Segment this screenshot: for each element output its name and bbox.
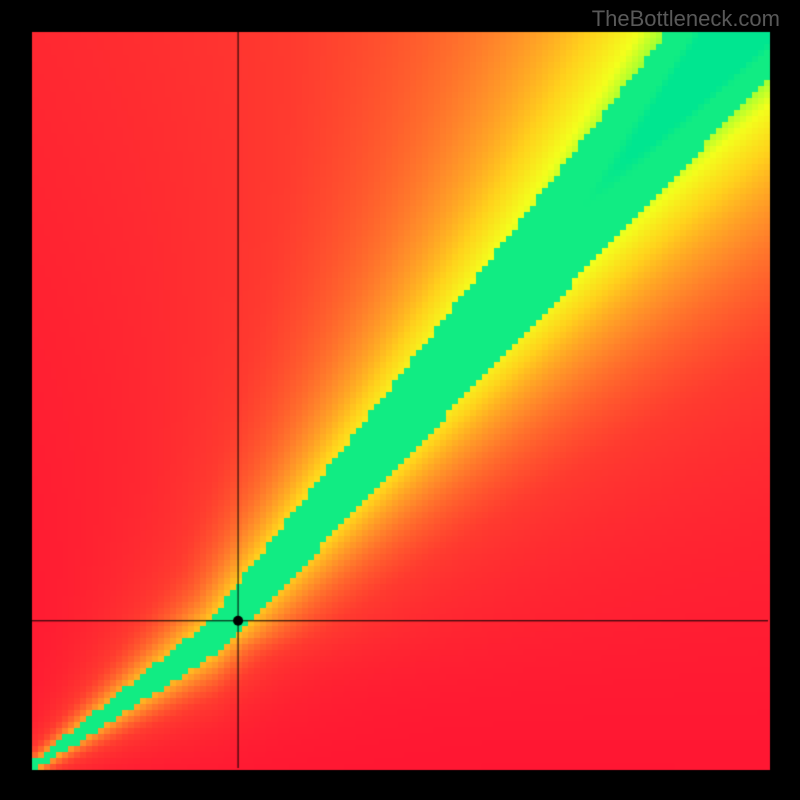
watermark-text: TheBottleneck.com: [592, 6, 780, 32]
bottleneck-heatmap: [0, 0, 800, 800]
